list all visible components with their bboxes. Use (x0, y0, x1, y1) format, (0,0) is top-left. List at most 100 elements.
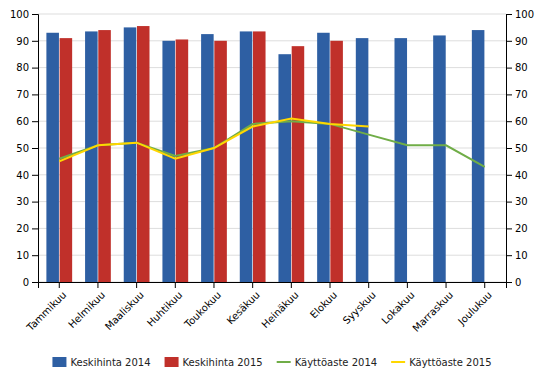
bar (317, 33, 330, 282)
x-axis: TammikuuHelmikuuMaaliskuuHuhtikuuToukoku… (24, 282, 507, 334)
tick-mark (506, 255, 512, 256)
legend-label: Keskihinta 2015 (183, 357, 263, 368)
tick-label: 20 (515, 223, 528, 234)
tick-label: 70 (515, 89, 528, 100)
tick: Tammikuu (24, 282, 69, 334)
tick-mark (291, 282, 292, 288)
tick-mark (32, 148, 38, 149)
tick-mark (32, 228, 38, 229)
legend-label: Keskihinta 2014 (70, 357, 150, 368)
bar (394, 38, 407, 282)
tick-mark (506, 202, 512, 203)
tick: 10 (16, 250, 38, 261)
tick-mark (446, 282, 447, 288)
tick-label: 0 (23, 277, 29, 288)
tick-mark (506, 41, 512, 42)
bar (98, 30, 111, 282)
tick: 70 (506, 89, 528, 100)
tick: 60 (16, 116, 38, 127)
grid-line (38, 14, 506, 15)
tick: Elokuu (308, 282, 339, 320)
tick: 80 (16, 62, 38, 73)
legend-item: Keskihinta 2015 (165, 357, 263, 368)
tick-mark (97, 282, 98, 288)
tick-mark (330, 282, 331, 288)
tick: Kesäkuu (225, 282, 262, 326)
tick-mark (32, 282, 38, 283)
bar (472, 30, 485, 282)
tick-label: Joulukuu (455, 289, 494, 328)
tick-mark (32, 68, 38, 69)
tick: 50 (16, 143, 38, 154)
legend-label: Käyttöaste 2015 (409, 357, 491, 368)
tick-label: Heinäkuu (259, 289, 300, 330)
bar (292, 46, 305, 282)
tick-mark (368, 282, 369, 288)
tick-mark (136, 282, 137, 288)
tick-label: Toukokuu (182, 289, 223, 330)
bar-series (46, 27, 484, 282)
tick-label: 60 (515, 116, 528, 127)
tick-label: Tammikuu (24, 289, 69, 334)
tick-mark (32, 175, 38, 176)
tick: 10 (506, 250, 528, 261)
legend-label: Käyttöaste 2014 (295, 357, 377, 368)
tick: Maaliskuu (103, 282, 146, 332)
bar (46, 33, 59, 282)
plot: 0102030405060708090100010203040506070809… (10, 9, 534, 334)
tick: 50 (506, 143, 528, 154)
tick-label: 80 (515, 62, 528, 73)
grid (38, 14, 506, 282)
tick: 30 (506, 196, 528, 207)
tick: 30 (16, 196, 38, 207)
tick-label: 40 (515, 170, 528, 181)
legend-item: Keskihinta 2014 (52, 357, 150, 368)
tick-mark (213, 282, 214, 288)
bar (201, 34, 214, 282)
tick-mark (506, 68, 512, 69)
tick-label: Syyskuu (341, 289, 378, 326)
tick-mark (32, 255, 38, 256)
tick-label: 50 (16, 143, 29, 154)
tick-label: Lokakuu (379, 289, 416, 326)
tick-mark (32, 14, 38, 15)
tick: Toukokuu (182, 282, 223, 330)
tick-mark (32, 202, 38, 203)
tick: Lokakuu (379, 282, 416, 326)
line (59, 119, 368, 162)
tick: 70 (16, 89, 38, 100)
tick: 20 (16, 223, 38, 234)
tick-mark (175, 282, 176, 288)
y2-axis: 0102030405060708090100 (506, 9, 534, 288)
legend-item: Käyttöaste 2015 (391, 357, 491, 368)
chart: 0102030405060708090100010203040506070809… (0, 0, 544, 374)
bar (356, 38, 369, 282)
tick-label: 100 (515, 9, 534, 20)
bar (278, 54, 291, 282)
tick-label: 80 (16, 62, 29, 73)
tick-label: 30 (515, 196, 528, 207)
legend-swatch (52, 357, 66, 367)
tick-label: Kesäkuu (225, 289, 262, 326)
bar (137, 26, 150, 282)
tick-mark (252, 282, 253, 288)
axis-line (507, 15, 513, 283)
legend-item: Käyttöaste 2014 (277, 357, 377, 368)
tick: Huhtikuu (145, 282, 185, 329)
tick: 90 (16, 36, 38, 47)
tick-label: 50 (515, 143, 528, 154)
axis-line (32, 15, 39, 283)
tick: Joulukuu (455, 282, 494, 328)
tick-mark (32, 121, 38, 122)
bar (162, 41, 175, 282)
bar (330, 41, 343, 282)
bar (253, 31, 266, 282)
tick: 40 (16, 170, 38, 181)
bar (240, 31, 253, 282)
tick-label: Maaliskuu (103, 289, 146, 332)
bar-series (60, 26, 343, 282)
tick-label: Helmikuu (66, 289, 107, 330)
legend-swatch (165, 357, 179, 367)
bar (124, 27, 137, 282)
tick-mark (506, 148, 512, 149)
